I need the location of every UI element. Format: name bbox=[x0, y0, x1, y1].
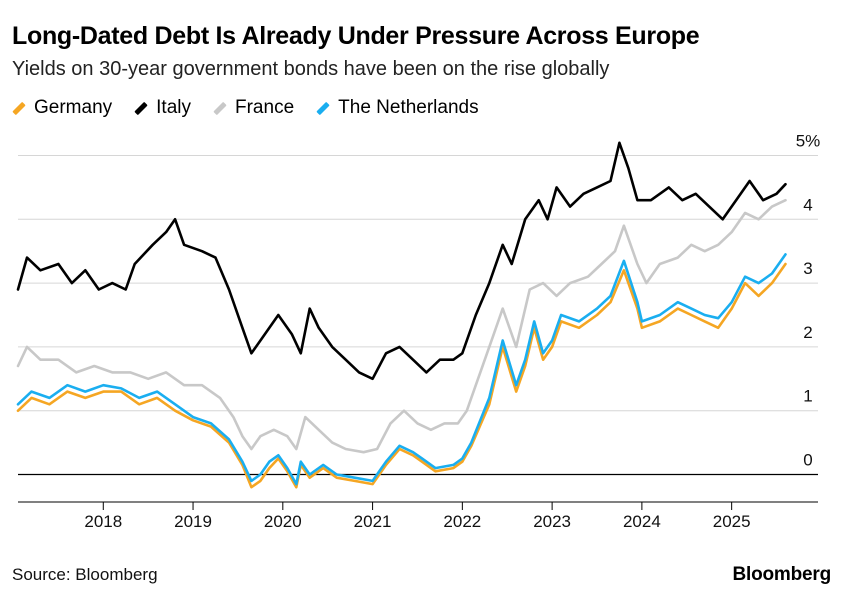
x-tick-label: 2022 bbox=[443, 512, 481, 531]
legend-swatch-netherlands bbox=[316, 101, 330, 115]
legend: Germany Italy France The Netherlands bbox=[12, 97, 479, 119]
source-note: Source: Bloomberg bbox=[12, 565, 158, 584]
legend-item-netherlands: The Netherlands bbox=[316, 97, 479, 119]
brand-logo: Bloomberg bbox=[732, 564, 832, 585]
y-tick-label: 1 bbox=[803, 387, 812, 406]
legend-swatch-italy bbox=[134, 101, 148, 115]
y-tick-label: 5% bbox=[796, 132, 821, 151]
series-line-the-netherlands bbox=[16, 253, 787, 486]
x-tick-label: 2023 bbox=[533, 512, 571, 531]
y-tick-label: 2 bbox=[803, 323, 812, 342]
chart-title: Long-Dated Debt Is Already Under Pressur… bbox=[12, 22, 700, 50]
x-tick-label: 2020 bbox=[264, 512, 302, 531]
y-tick-label: 3 bbox=[803, 259, 812, 278]
chart-subtitle: Yields on 30-year government bonds have … bbox=[12, 58, 610, 80]
x-tick-label: 2025 bbox=[713, 512, 751, 531]
series-line-france bbox=[16, 198, 787, 454]
y-tick-label: 4 bbox=[803, 195, 812, 214]
x-tick-label: 2019 bbox=[174, 512, 212, 531]
legend-label-germany: Germany bbox=[34, 97, 113, 118]
series-line-italy bbox=[16, 141, 787, 381]
x-tick-label: 2021 bbox=[354, 512, 392, 531]
series-line-germany bbox=[16, 262, 787, 489]
legend-swatch-france bbox=[213, 101, 227, 115]
legend-label-italy: Italy bbox=[156, 97, 191, 118]
legend-swatch-germany bbox=[12, 101, 26, 115]
x-tick-label: 2024 bbox=[623, 512, 661, 531]
line-chart: 0 1 2 3 4 5% 2018 2019 2020 2021 2022 2023 2024 2025 bbox=[16, 132, 821, 531]
y-tick-label: 0 bbox=[803, 450, 812, 469]
legend-label-france: France bbox=[235, 97, 295, 118]
legend-item-germany: Germany bbox=[12, 97, 112, 119]
x-tick-label: 2018 bbox=[84, 512, 122, 531]
legend-item-italy: Italy bbox=[134, 97, 191, 119]
legend-item-france: France bbox=[213, 97, 294, 119]
legend-label-netherlands: The Netherlands bbox=[338, 97, 479, 118]
